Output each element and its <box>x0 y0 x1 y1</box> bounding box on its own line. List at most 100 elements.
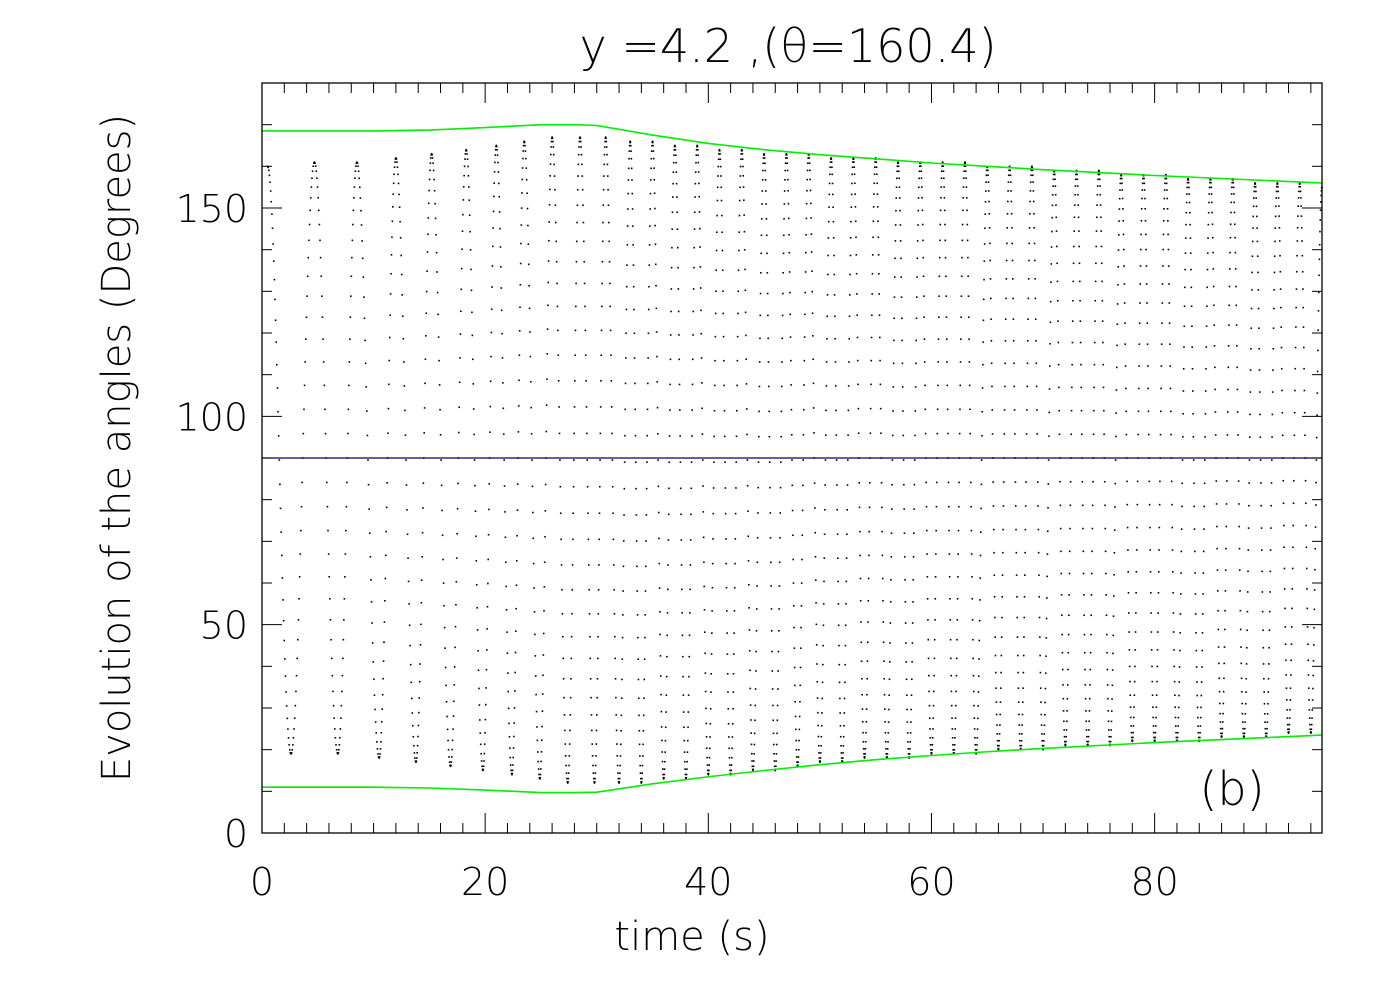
data-point <box>1189 211 1191 214</box>
data-point <box>725 538 727 540</box>
data-point <box>806 169 809 172</box>
data-point <box>331 674 334 677</box>
data-point <box>489 380 492 383</box>
data-point <box>827 254 829 257</box>
data-point <box>1018 733 1021 735</box>
data-point <box>665 694 668 696</box>
data-point <box>525 178 528 181</box>
data-point <box>1210 186 1213 189</box>
data-point <box>348 361 351 363</box>
data-point <box>648 285 650 288</box>
data-point <box>747 510 749 512</box>
data-point <box>779 512 782 514</box>
data-point <box>833 254 835 257</box>
data-point <box>955 704 957 707</box>
data-point <box>790 384 792 386</box>
data-point <box>581 163 583 166</box>
data-point <box>501 357 504 359</box>
data-point <box>912 578 915 581</box>
data-point <box>922 239 924 242</box>
data-point <box>649 192 652 195</box>
data-point <box>721 249 724 252</box>
data-point <box>871 314 873 317</box>
data-point <box>1191 346 1194 348</box>
data-point <box>845 557 848 559</box>
data-point <box>1129 694 1132 696</box>
data-point <box>310 186 313 188</box>
data-point <box>468 214 471 216</box>
data-point <box>1154 731 1157 734</box>
data-point <box>544 483 547 486</box>
data-point <box>301 481 303 484</box>
data-point <box>1212 285 1215 288</box>
data-point <box>868 506 871 509</box>
data-point <box>970 505 972 508</box>
data-point <box>442 582 445 584</box>
data-point <box>290 752 293 754</box>
data-point <box>561 589 563 591</box>
data-point <box>484 718 487 721</box>
data-point <box>846 459 849 461</box>
data-point <box>618 781 621 783</box>
data-point <box>584 329 587 332</box>
data-point <box>920 170 922 173</box>
data-point <box>1162 233 1165 236</box>
data-point <box>1303 411 1306 414</box>
data-point <box>443 605 445 607</box>
data-point <box>736 384 738 387</box>
data-point <box>526 207 529 210</box>
data-point <box>1019 739 1021 742</box>
data-point <box>1242 727 1244 730</box>
data-point <box>1059 480 1061 483</box>
data-point <box>494 154 497 156</box>
data-point <box>1216 569 1219 571</box>
data-point <box>942 165 945 167</box>
data-point <box>950 657 952 660</box>
data-point <box>914 386 917 388</box>
data-point <box>500 266 502 268</box>
data-point <box>981 387 984 389</box>
data-point <box>1283 567 1286 570</box>
data-point <box>1032 181 1034 183</box>
data-point <box>1312 644 1315 646</box>
data-point <box>461 230 464 232</box>
data-point <box>824 434 827 436</box>
data-point <box>1089 651 1092 654</box>
data-point <box>741 149 743 152</box>
data-point <box>734 538 737 540</box>
data-point <box>493 182 495 184</box>
data-point <box>1224 569 1227 571</box>
data-point <box>955 690 957 693</box>
data-point <box>371 622 373 624</box>
data-point <box>1196 694 1199 697</box>
data-point <box>494 161 496 164</box>
data-point <box>798 728 801 731</box>
data-point <box>772 732 775 735</box>
data-point <box>533 610 536 613</box>
data-point <box>392 193 395 195</box>
data-point <box>863 757 866 759</box>
data-point <box>941 161 944 163</box>
data-point <box>616 755 619 757</box>
data-point <box>884 740 887 743</box>
data-point <box>1138 343 1141 345</box>
data-point <box>1226 434 1229 436</box>
data-point <box>856 314 858 317</box>
data-point <box>524 150 527 152</box>
data-point <box>1114 459 1117 461</box>
data-point <box>769 512 772 514</box>
data-point <box>378 757 380 759</box>
data-point <box>652 141 654 144</box>
data-point <box>803 359 806 362</box>
data-point <box>873 193 875 195</box>
data-point <box>673 154 675 156</box>
data-point <box>930 753 933 755</box>
data-point <box>327 553 330 555</box>
data-point <box>678 358 681 361</box>
data-point <box>925 481 927 484</box>
data-point <box>1204 436 1206 438</box>
data-point <box>924 408 927 411</box>
data-point <box>383 641 385 644</box>
data-point <box>881 506 883 509</box>
data-point <box>1090 614 1093 617</box>
